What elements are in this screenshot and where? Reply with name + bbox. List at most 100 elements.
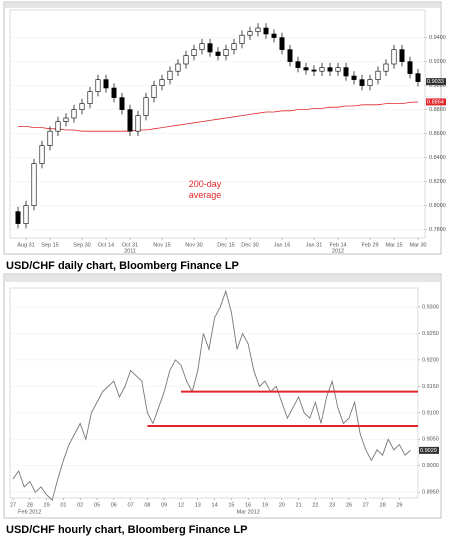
- candle-body: [391, 49, 397, 65]
- daily-toolbar: [5, 3, 440, 8]
- x-tick-label: 26: [346, 502, 352, 508]
- candle-body: [303, 67, 309, 71]
- candle-body: [215, 51, 221, 56]
- x-tick-label: Dec 30: [241, 242, 258, 248]
- candle-body: [383, 63, 389, 72]
- daily-frame: [3, 1, 442, 255]
- x-tick-label: 19: [262, 502, 268, 508]
- x-tick-label: 23: [329, 502, 335, 508]
- x-tick-label: 27: [363, 502, 369, 508]
- x-tick-label: Feb 29: [361, 242, 378, 248]
- y-tick-label: 0.8600: [429, 131, 446, 137]
- candle-body: [263, 27, 269, 35]
- candle-body: [167, 70, 173, 80]
- candle-body: [63, 117, 69, 122]
- candle-body: [207, 43, 213, 53]
- candle-body: [15, 211, 21, 224]
- x-period-label: Mar 2012: [237, 509, 260, 515]
- candle-body: [223, 49, 229, 56]
- x-period-label: 2012: [332, 248, 344, 254]
- candle-body: [399, 49, 405, 62]
- x-tick-label: 06: [111, 502, 117, 508]
- x-tick-label: Mar 15: [385, 242, 402, 248]
- candle-body: [103, 79, 109, 89]
- x-period-label: 2011: [124, 248, 136, 254]
- y-tick-label: 0.9100: [422, 410, 439, 416]
- candle-body: [231, 43, 237, 50]
- x-tick-label: 01: [60, 502, 66, 508]
- y-tick-label: 0.9250: [422, 331, 439, 337]
- x-tick-label: Mar 30: [409, 242, 426, 248]
- x-tick-label: 16: [245, 502, 251, 508]
- x-tick-label: 21: [296, 502, 302, 508]
- candle-body: [271, 33, 277, 38]
- x-tick-label: 14: [212, 502, 218, 508]
- candle-body: [135, 115, 141, 132]
- price-tag-bg: [426, 98, 446, 106]
- candle-body: [71, 109, 77, 119]
- caption: USD/CHF daily chart, Bloomberg Finance L…: [6, 260, 239, 272]
- x-tick-label: Jan 16: [274, 242, 291, 248]
- hourly-frame: [3, 273, 442, 519]
- candle-body: [55, 121, 61, 132]
- candle-body: [183, 55, 189, 65]
- candle-body: [255, 27, 261, 32]
- x-tick-label: 22: [312, 502, 318, 508]
- caption: USD/CHF hourly chart, Bloomberg Finance …: [6, 524, 247, 536]
- x-tick-label: 02: [77, 502, 83, 508]
- hourly-toolbar: [5, 275, 440, 282]
- y-tick-label: 0.9050: [422, 437, 439, 443]
- x-tick-label: 07: [128, 502, 134, 508]
- candle-body: [327, 67, 333, 72]
- y-tick-label: 0.8000: [429, 203, 446, 209]
- candle-body: [239, 34, 245, 44]
- candle-body: [247, 31, 253, 36]
- y-tick-label: 0.7800: [429, 227, 446, 233]
- candle-body: [367, 79, 373, 86]
- x-tick-label: 13: [195, 502, 201, 508]
- x-tick-label: Sep 30: [73, 242, 90, 248]
- candle-body: [87, 91, 93, 104]
- candle-body: [319, 67, 325, 72]
- candle-body: [119, 97, 125, 110]
- x-tick-label: 29: [44, 502, 50, 508]
- x-tick-label: 15: [228, 502, 234, 508]
- candle-body: [111, 87, 117, 98]
- price-tag-bg: [426, 78, 446, 86]
- candle-body: [351, 75, 357, 80]
- candle-body: [191, 49, 197, 56]
- price-tag-bg: [419, 446, 439, 454]
- candle-body: [143, 97, 149, 116]
- x-tick-label: Dec 15: [217, 242, 234, 248]
- price-tag: 0.9029: [420, 448, 437, 454]
- candle-body: [199, 43, 205, 50]
- candle-body: [279, 37, 285, 50]
- x-tick-label: 28: [380, 502, 386, 508]
- y-tick-label: 0.9200: [429, 59, 446, 65]
- x-tick-label: Sep 15: [41, 242, 58, 248]
- x-tick-label: Jan 31: [306, 242, 323, 248]
- x-tick-label: 28: [27, 502, 33, 508]
- x-tick-label: Aug 31: [17, 242, 34, 248]
- candle-body: [39, 145, 45, 164]
- candle-body: [335, 67, 341, 72]
- y-tick-label: 0.9400: [429, 35, 446, 41]
- candle-body: [295, 61, 301, 68]
- candle-body: [47, 130, 53, 146]
- y-tick-label: 0.8200: [429, 179, 446, 185]
- plot-area: [9, 287, 419, 499]
- y-tick-label: 0.8950: [422, 490, 439, 496]
- candle-body: [287, 49, 293, 62]
- candle-body: [175, 63, 181, 72]
- y-tick-label: 0.9200: [422, 357, 439, 363]
- x-tick-label: 05: [94, 502, 100, 508]
- average-line: [18, 101, 419, 132]
- y-tick-label: 0.9000: [429, 83, 446, 89]
- candle-body: [31, 163, 37, 206]
- candle-body: [375, 70, 381, 80]
- x-tick-label: 12: [178, 502, 184, 508]
- candle-body: [343, 67, 349, 77]
- price-tag: 0.8864: [427, 99, 444, 105]
- x-tick-label: Oct 31: [122, 242, 138, 248]
